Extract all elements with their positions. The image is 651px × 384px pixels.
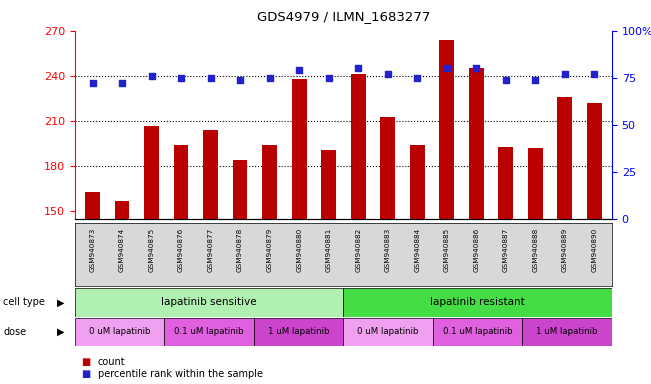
Text: cell type: cell type — [3, 297, 45, 308]
Point — [382, 71, 393, 77]
Point — [176, 74, 186, 81]
Text: GSM940887: GSM940887 — [503, 228, 508, 272]
Text: 1 uM lapatinib: 1 uM lapatinib — [536, 328, 598, 336]
Bar — [174, 145, 189, 384]
Text: GSM940885: GSM940885 — [444, 228, 450, 272]
Point — [294, 67, 305, 73]
Point — [501, 76, 511, 83]
Text: GSM940876: GSM940876 — [178, 228, 184, 272]
Bar — [344, 288, 612, 317]
Bar — [322, 150, 336, 384]
Bar — [203, 130, 218, 384]
Text: 1 uM lapatinib: 1 uM lapatinib — [268, 328, 329, 336]
Text: GSM940888: GSM940888 — [533, 228, 538, 272]
Bar — [409, 145, 424, 384]
Text: GSM940889: GSM940889 — [562, 228, 568, 272]
Bar — [344, 318, 433, 346]
Text: ■: ■ — [81, 369, 90, 379]
Text: count: count — [98, 357, 125, 367]
Text: GSM940886: GSM940886 — [473, 228, 479, 272]
Text: ▶: ▶ — [57, 297, 64, 308]
Bar — [351, 74, 365, 384]
Text: ■: ■ — [81, 357, 90, 367]
Bar — [233, 160, 247, 384]
Text: GSM940875: GSM940875 — [148, 228, 154, 272]
Text: percentile rank within the sample: percentile rank within the sample — [98, 369, 262, 379]
Text: GSM940877: GSM940877 — [208, 228, 214, 272]
Bar — [85, 192, 100, 384]
Text: GSM940883: GSM940883 — [385, 228, 391, 272]
Bar — [254, 318, 344, 346]
Text: dose: dose — [3, 327, 27, 337]
Text: 0.1 uM lapatinib: 0.1 uM lapatinib — [443, 328, 512, 336]
Text: 0.1 uM lapatinib: 0.1 uM lapatinib — [174, 328, 244, 336]
Bar — [164, 318, 254, 346]
Bar — [262, 145, 277, 384]
Point — [324, 74, 334, 81]
Text: GDS4979 / ILMN_1683277: GDS4979 / ILMN_1683277 — [256, 10, 430, 23]
Point — [87, 80, 98, 86]
Bar — [522, 318, 612, 346]
Text: GSM940881: GSM940881 — [326, 228, 331, 272]
Bar — [557, 97, 572, 384]
Point — [441, 65, 452, 71]
Point — [412, 74, 422, 81]
Bar — [528, 148, 542, 384]
Bar — [469, 68, 484, 384]
Bar — [75, 288, 344, 317]
Bar — [439, 40, 454, 384]
Bar — [75, 318, 164, 346]
Point — [559, 71, 570, 77]
Text: GSM940880: GSM940880 — [296, 228, 302, 272]
Bar — [115, 201, 130, 384]
Text: GSM940873: GSM940873 — [90, 228, 96, 272]
Point — [146, 73, 157, 79]
Bar — [587, 103, 602, 384]
Point — [235, 76, 245, 83]
Bar — [498, 147, 513, 384]
Text: 0 uM lapatinib: 0 uM lapatinib — [89, 328, 150, 336]
Text: GSM940890: GSM940890 — [591, 228, 597, 272]
Point — [206, 74, 216, 81]
Bar — [145, 126, 159, 384]
Bar — [292, 79, 307, 384]
Text: GSM940879: GSM940879 — [267, 228, 273, 272]
Text: GSM940874: GSM940874 — [119, 228, 125, 272]
Point — [471, 65, 481, 71]
Point — [589, 71, 600, 77]
Point — [117, 80, 128, 86]
Text: GSM940884: GSM940884 — [414, 228, 420, 272]
Text: ▶: ▶ — [57, 327, 64, 337]
Text: GSM940882: GSM940882 — [355, 228, 361, 272]
Text: 0 uM lapatinib: 0 uM lapatinib — [357, 328, 419, 336]
Bar — [380, 116, 395, 384]
Bar — [433, 318, 522, 346]
Text: lapatinib resistant: lapatinib resistant — [430, 297, 525, 308]
Point — [530, 76, 540, 83]
Point — [264, 74, 275, 81]
Text: GSM940878: GSM940878 — [237, 228, 243, 272]
Text: lapatinib sensitive: lapatinib sensitive — [161, 297, 257, 308]
Point — [353, 65, 363, 71]
